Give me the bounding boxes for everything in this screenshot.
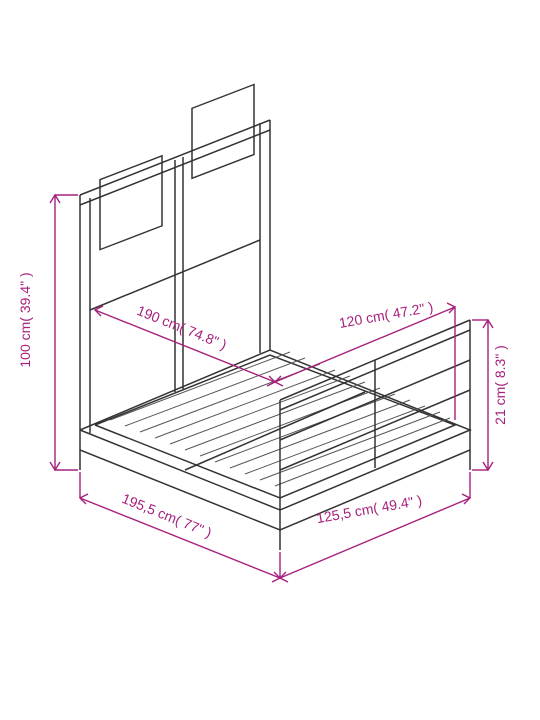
dim-length-inner (95, 306, 275, 386)
label-height: 100 cm( 39.4" ) (17, 272, 33, 367)
dimension-lines (50, 195, 493, 582)
label-width-outer: 125,5 cm( 49.4" ) (315, 492, 423, 526)
label-width-inner: 120 cm( 47.2" ) (338, 299, 435, 331)
dim-foot-height (472, 320, 493, 470)
dim-height (50, 195, 78, 470)
diagram-stage: 100 cm( 39.4" ) 190 cm( 74.8" ) 120 cm( … (0, 0, 540, 720)
headboard (80, 84, 270, 433)
center-beam (185, 392, 365, 470)
base-front-face (80, 430, 470, 530)
dim-width-outer (280, 472, 470, 582)
diagram-svg: 100 cm( 39.4" ) 190 cm( 74.8" ) 120 cm( … (0, 0, 540, 720)
label-foot-height: 21 cm( 8.3" ) (492, 345, 508, 425)
